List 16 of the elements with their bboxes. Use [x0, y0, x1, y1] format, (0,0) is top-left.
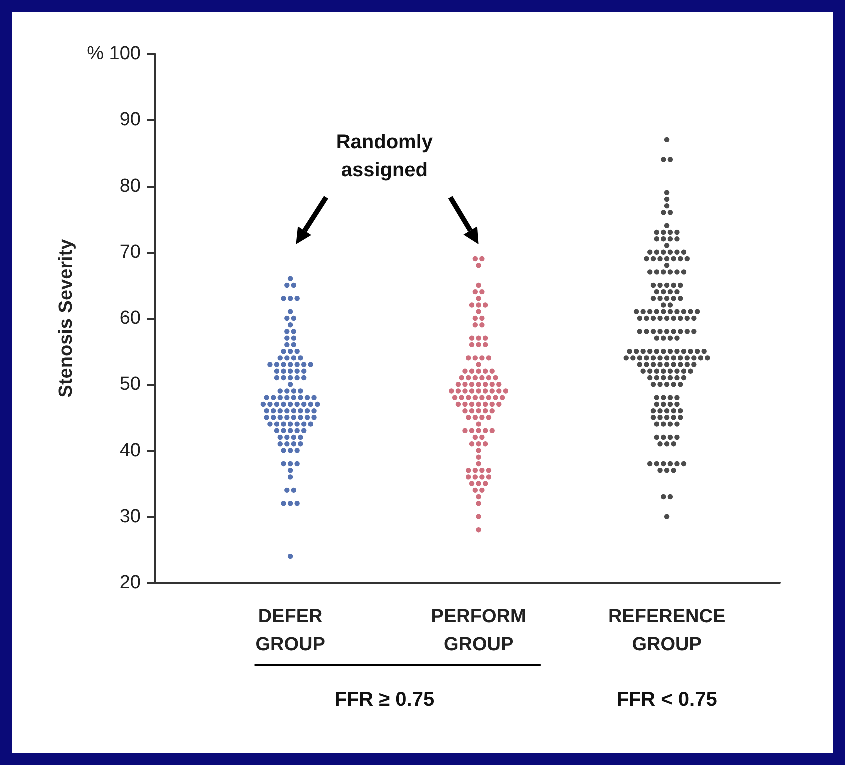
- y-tick-label: 90: [120, 110, 141, 131]
- x-tick-label: REFERENCE GROUP: [608, 606, 726, 656]
- text: FFR ≥ 0.75: [334, 689, 435, 711]
- annotation: Randomly assigned: [336, 131, 434, 182]
- y-tick-label: 80: [120, 176, 141, 197]
- x-tick-label: PERFORM GROUP: [431, 606, 526, 656]
- y-tick-label: 40: [120, 440, 141, 462]
- y-tick-label: 20: [120, 572, 141, 594]
- text: FFR < 0.75: [616, 689, 718, 711]
- y-axis-title: Stenosis Severity: [56, 238, 78, 398]
- y-tick-label: 50: [120, 374, 141, 396]
- x-tick-label: DEFER GROUP: [256, 606, 326, 656]
- y-tick-label: 70: [120, 242, 141, 263]
- y-tick-label: % 100: [87, 44, 141, 64]
- y-tick-label: 60: [120, 308, 141, 329]
- y-tick-label: 30: [120, 506, 141, 528]
